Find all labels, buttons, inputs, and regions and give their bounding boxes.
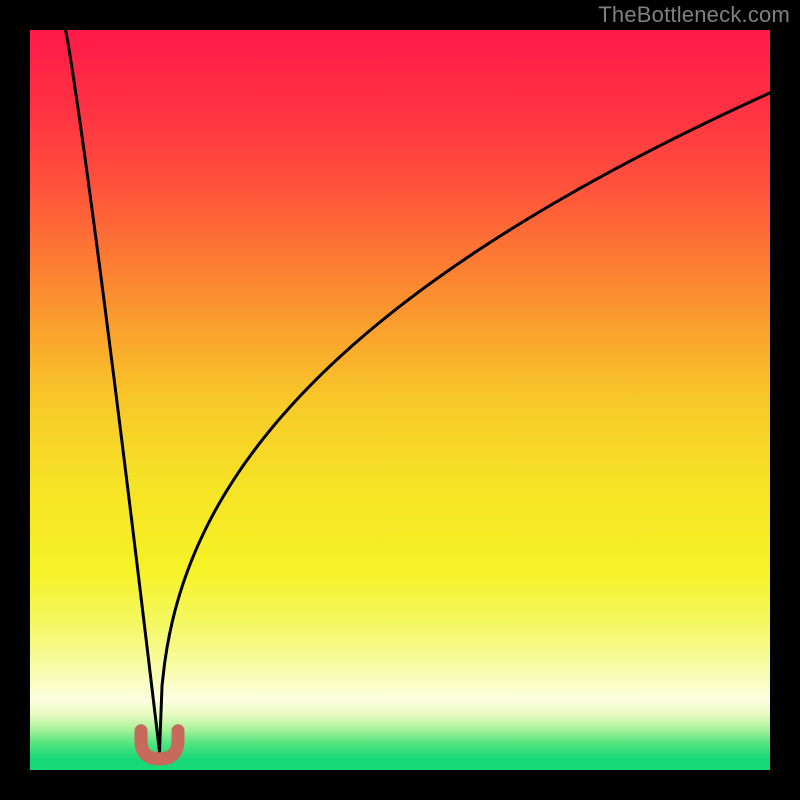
watermark-text: TheBottleneck.com <box>598 2 790 28</box>
chart-root: TheBottleneck.com <box>0 0 800 800</box>
gradient-background <box>30 30 770 770</box>
plot-area <box>30 30 770 770</box>
chart-svg <box>30 30 770 770</box>
